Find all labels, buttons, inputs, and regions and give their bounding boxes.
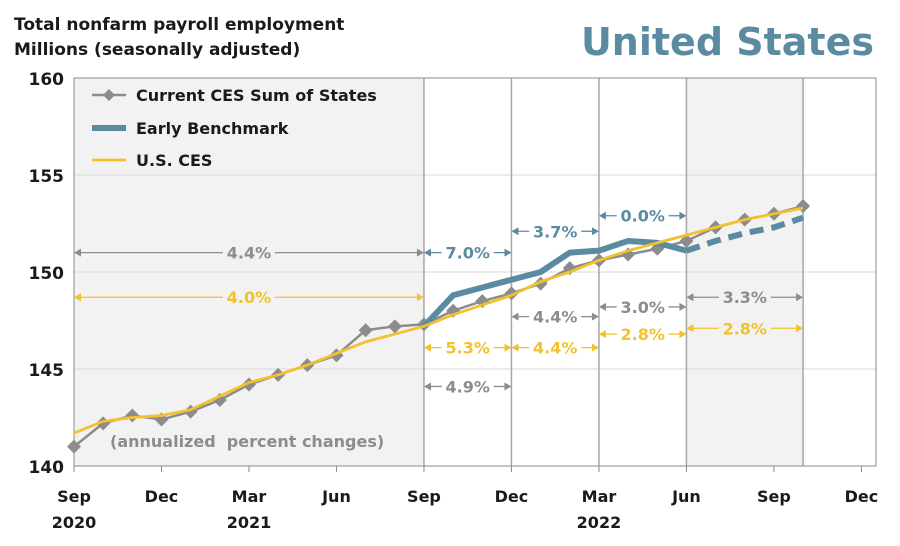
arrowhead-right (416, 248, 424, 257)
arrowhead-left (598, 302, 606, 311)
growth-annotation: 2.8% (686, 319, 804, 338)
arrowhead-right (504, 382, 512, 391)
arrowhead-left (423, 382, 431, 391)
annotation-label: 2.8% (621, 325, 665, 344)
sum-of-states-point (358, 323, 373, 338)
annotation-label: 3.7% (533, 222, 577, 241)
arrowhead-right (679, 211, 687, 220)
annotation-label: 3.0% (621, 298, 665, 317)
region-title: United States (581, 20, 874, 64)
annotation-label: 4.9% (446, 377, 490, 396)
growth-annotation: 3.7% (511, 222, 599, 241)
chart-title-line-1: Total nonfarm payroll employment (14, 15, 344, 35)
arrowhead-right (591, 312, 599, 321)
legend-label: U.S. CES (136, 151, 212, 170)
arrowhead-left (423, 248, 431, 257)
arrowhead-right (679, 302, 687, 311)
annotation-label: 4.0% (227, 288, 271, 307)
x-axis-ticks: Sep 2020 Dec Mar 2021 Jun Sep Dec Mar 2022 Jun Sep D… (52, 466, 878, 532)
growth-annotation: 3.0% (598, 298, 687, 317)
y-axis-ticks: 140 145 150 155 160 (29, 70, 65, 478)
sum-of-states-point (387, 319, 402, 334)
arrowhead-left (686, 324, 694, 333)
arrowhead-right (796, 293, 804, 302)
y-tick-label: 150 (29, 264, 65, 284)
x-tick-year: 2021 (227, 513, 272, 532)
growth-annotations: 4.4% 4.0% 7.0% 3.7% 0.0% 4.4% 3.0% 3.3% 5.3% 4.4%… (74, 207, 804, 396)
growth-annotation: 4.4% (511, 339, 599, 358)
annotation-label: 0.0% (621, 207, 665, 226)
annotation-label: 4.4% (533, 308, 577, 327)
arrowhead-right (679, 330, 687, 339)
annotation-label: 3.3% (723, 288, 767, 307)
arrowhead-left (598, 330, 606, 339)
sum-of-states-point (67, 439, 81, 454)
arrowhead-left (511, 312, 519, 321)
arrowhead-left (598, 211, 606, 220)
y-tick-label: 140 (29, 458, 65, 478)
legend-label: Early Benchmark (136, 119, 289, 138)
plot-frame (73, 77, 877, 467)
growth-annotation: 4.4% (74, 244, 424, 263)
annualized-note: (annualized percent changes) (110, 432, 384, 451)
x-tick-label: Dec (495, 487, 529, 506)
chart-title-line-2: Millions (seasonally adjusted) (14, 40, 300, 60)
x-tick-label: Dec (845, 487, 879, 506)
x-tick-label: Mar (582, 487, 617, 506)
arrowhead-right (591, 227, 599, 236)
arrowhead-left (74, 293, 81, 302)
legend-label: Current CES Sum of States (136, 86, 377, 105)
x-tick-year: 2020 (52, 513, 97, 532)
growth-annotation: 7.0% (423, 244, 512, 263)
arrowhead-left (423, 343, 431, 352)
data-series (67, 199, 811, 454)
x-tick-label: Jun (671, 487, 701, 506)
growth-annotation: 2.8% (598, 325, 687, 344)
growth-annotation: 4.9% (423, 377, 512, 396)
arrowhead-left (511, 343, 519, 352)
period-divider-lines (423, 78, 804, 466)
annotation-label: 5.3% (446, 339, 490, 358)
x-tick-label: Sep (57, 487, 91, 506)
annotation-label: 4.4% (533, 339, 577, 358)
arrowhead-right (796, 324, 804, 333)
legend: Current CES Sum of States Early Benchmark… (92, 86, 377, 170)
series-line-early-benchmark-dashed (685, 214, 805, 254)
arrowhead-right (416, 293, 424, 302)
arrowhead-left (74, 248, 81, 257)
arrowhead-right (591, 343, 599, 352)
arrowhead-right (504, 248, 512, 257)
x-tick-label: Mar (232, 487, 267, 506)
y-tick-label: 155 (29, 167, 65, 187)
growth-annotation: 4.0% (74, 288, 424, 307)
growth-annotation: 0.0% (598, 207, 687, 226)
x-tick-label: Dec (145, 487, 179, 506)
annotation-label: 4.4% (227, 244, 271, 263)
series-line-early-benchmark (421, 237, 688, 329)
series-line-us-ces (73, 206, 804, 435)
arrowhead-left (686, 293, 694, 302)
x-tick-label: Sep (757, 487, 791, 506)
growth-annotation: 4.4% (511, 308, 599, 327)
growth-annotation: 3.3% (686, 288, 804, 307)
arrowhead-right (504, 343, 512, 352)
legend-marker-diamond (103, 89, 115, 101)
y-tick-label: 160 (29, 70, 65, 90)
arrowhead-left (511, 227, 519, 236)
y-tick-label: 145 (29, 361, 65, 381)
x-tick-year: 2022 (577, 513, 622, 532)
annotation-label: 7.0% (446, 244, 490, 263)
x-tick-label: Sep (407, 487, 441, 506)
annotation-label: 2.8% (723, 319, 767, 338)
x-tick-label: Jun (321, 487, 351, 506)
growth-annotation: 5.3% (423, 339, 512, 358)
